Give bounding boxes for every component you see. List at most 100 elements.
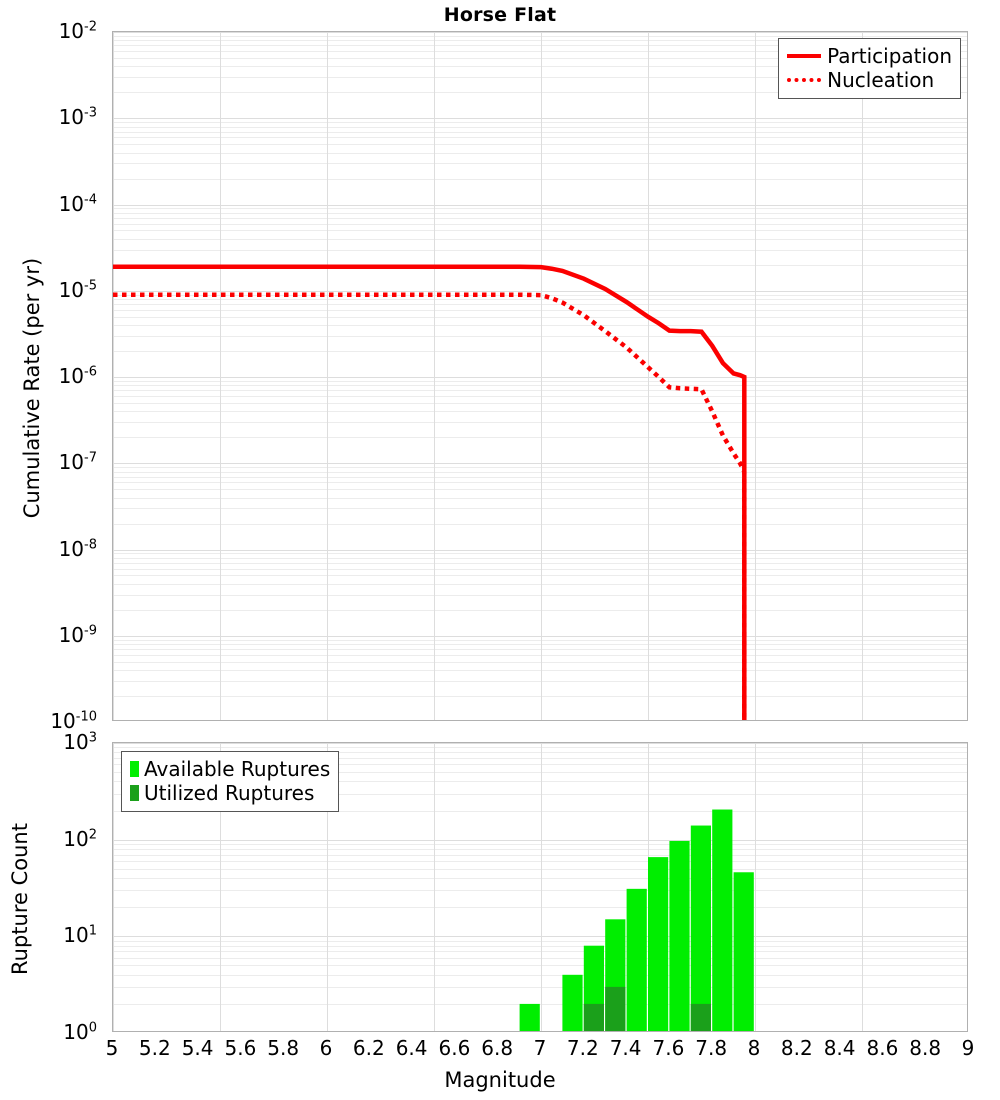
grid-bottom — [113, 743, 967, 1031]
gridline-minor — [113, 381, 967, 382]
gridline-vertical — [113, 743, 114, 1031]
gridline-minor — [113, 558, 967, 559]
gridline-minor — [113, 844, 967, 845]
gridline-major — [113, 936, 967, 937]
x-axis-tick-label: 7.6 — [652, 1036, 685, 1060]
x-axis-tick-label: 7.4 — [609, 1036, 642, 1060]
gridline-vertical — [648, 32, 649, 720]
gridline-minor — [113, 304, 967, 305]
gridline-minor — [113, 250, 967, 251]
gridline-minor — [113, 662, 967, 663]
x-axis-label: Magnitude — [444, 1068, 556, 1092]
gridline-major — [113, 550, 967, 551]
dotted-line-icon — [787, 78, 822, 82]
x-axis-tick-label: 9 — [961, 1036, 975, 1060]
gridline-minor — [113, 890, 967, 891]
gridline-minor — [113, 849, 967, 850]
y-axis-tick-label: 10-4 — [58, 191, 97, 216]
gridline-minor — [113, 670, 967, 671]
gridline-minor — [113, 208, 967, 209]
gridline-minor — [113, 77, 967, 78]
gridline-minor — [113, 390, 967, 391]
gridline-major — [113, 377, 967, 378]
curve-participation — [113, 264, 747, 720]
gridline-vertical — [862, 743, 863, 1031]
gridline-minor — [113, 946, 967, 947]
y-axis-ticks-bottom: 103 102 101 100 — [0, 730, 105, 1044]
gridline-major — [113, 743, 967, 744]
gridline-minor — [113, 610, 967, 611]
gridline-minor — [113, 508, 967, 509]
gridline-vertical — [862, 32, 863, 720]
gridline-vertical — [220, 743, 221, 1031]
gridline-minor — [113, 907, 967, 908]
x-axis-tick-label: 5.6 — [224, 1036, 257, 1060]
x-axis-tick-label: 6.8 — [481, 1036, 514, 1060]
gridline-minor — [113, 640, 967, 641]
legend-cumulative-rate: Participation Nucleation — [778, 38, 961, 99]
curve-nucleation — [113, 292, 747, 720]
legend-item-participation: Participation — [787, 44, 952, 68]
gridline-minor — [113, 317, 967, 318]
gridline-minor — [113, 649, 967, 650]
gridline-minor — [113, 45, 967, 46]
gridline-minor — [113, 861, 967, 862]
gridline-vertical — [327, 32, 328, 720]
gridline-major — [113, 636, 967, 637]
y-axis-tick-label: 102 — [63, 826, 97, 851]
gridline-minor — [113, 213, 967, 214]
gridline-minor — [113, 655, 967, 656]
gridline-minor — [113, 524, 967, 525]
gridline-major — [113, 205, 967, 206]
bar-available-ruptures — [712, 809, 733, 1031]
gridline-minor — [113, 584, 967, 585]
gridline-minor — [113, 595, 967, 596]
bar-available-ruptures — [669, 840, 690, 1031]
y-axis-tick-label: 10-10 — [50, 709, 97, 733]
y-axis-tick-label: 10-7 — [58, 450, 97, 475]
y-axis-label-bottom: Rupture Count — [8, 823, 32, 975]
legend-label-utilized-ruptures: Utilized Ruptures — [144, 781, 315, 805]
gridline-minor — [113, 310, 967, 311]
legend-rupture-count: Available Ruptures Utilized Ruptures — [121, 751, 340, 812]
dark-green-square-icon — [130, 785, 139, 801]
gridline-minor — [113, 325, 967, 326]
legend-item-nucleation: Nucleation — [787, 68, 952, 92]
x-axis-tick-label: 6.4 — [395, 1036, 428, 1060]
gridline-minor — [113, 51, 967, 52]
gridline-minor — [113, 747, 967, 748]
gridline-minor — [113, 681, 967, 682]
gridline-minor — [113, 396, 967, 397]
x-axis-tick-label: 7 — [533, 1036, 547, 1060]
gridline-minor — [113, 563, 967, 564]
gridline-minor — [113, 764, 967, 765]
bar-utilized-ruptures — [583, 1003, 604, 1031]
gridline-minor — [113, 179, 967, 180]
gridline-minor — [113, 644, 967, 645]
gridline-major — [113, 291, 967, 292]
legend-label-nucleation: Nucleation — [827, 68, 935, 92]
y-axis-tick-label: 10-8 — [58, 536, 97, 561]
gridline-vertical — [327, 743, 328, 1031]
gridline-minor — [113, 153, 967, 154]
gridline-minor — [113, 411, 967, 412]
gridline-vertical — [434, 32, 435, 720]
x-axis-tick-label: 5.8 — [267, 1036, 300, 1060]
bar-utilized-ruptures — [690, 1003, 711, 1031]
gridline-minor — [113, 772, 967, 773]
gridline-minor — [113, 230, 967, 231]
gridline-vertical — [220, 32, 221, 720]
x-axis-tick-label: 8.6 — [866, 1036, 899, 1060]
gridline-minor — [113, 239, 967, 240]
gridline-minor — [113, 351, 967, 352]
rupture-count-panel: Available Ruptures Utilized Ruptures — [112, 742, 968, 1032]
gridline-minor — [113, 299, 967, 300]
gridline-minor — [113, 132, 967, 133]
bar-available-ruptures — [648, 857, 669, 1031]
gridline-minor — [113, 965, 967, 966]
y-axis-tick-label: 103 — [63, 730, 97, 754]
gridline-minor — [113, 36, 967, 37]
x-axis-tick-label: 7.2 — [566, 1036, 599, 1060]
bar-available-ruptures — [519, 1003, 540, 1031]
gridline-minor — [113, 696, 967, 697]
